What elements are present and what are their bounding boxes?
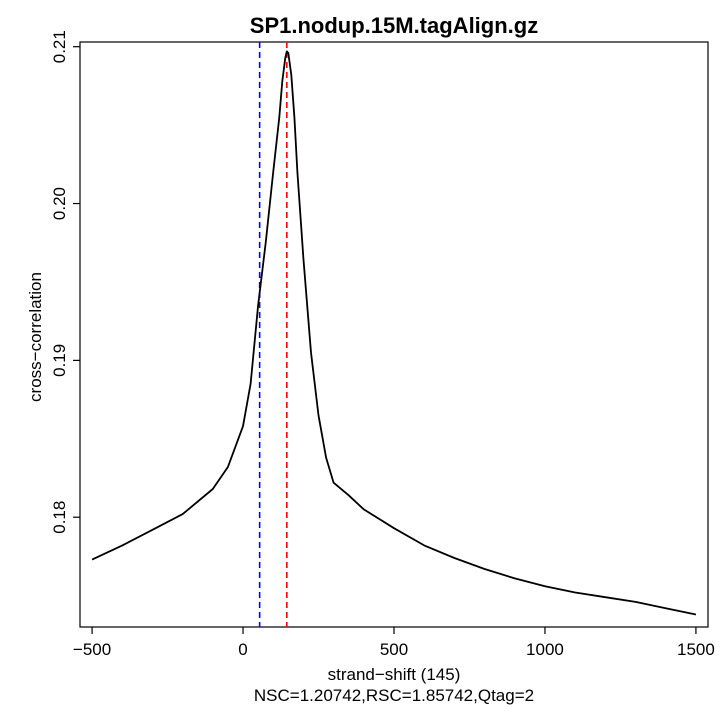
y-tick-label: 0.20 — [50, 187, 69, 220]
tick-layer: −500 0 500 1000 1500 0.18 0.19 0.20 0.21 — [50, 30, 715, 659]
x-tick-label: 0 — [238, 640, 247, 659]
x-tick-label: −500 — [73, 640, 111, 659]
chart-title: SP1.nodup.15M.tagAlign.gz — [250, 13, 538, 38]
y-tick-label: 0.21 — [50, 30, 69, 63]
cross-correlation-line — [91, 50, 697, 616]
x-axis-label: strand−shift (145) — [328, 665, 461, 684]
y-tick-label: 0.18 — [50, 501, 69, 534]
x-tick-label: 500 — [380, 640, 408, 659]
y-tick-label: 0.19 — [50, 344, 69, 377]
x-tick-label: 1500 — [677, 640, 715, 659]
x-tick-label: 1000 — [526, 640, 564, 659]
chart-subtitle: NSC=1.20742,RSC=1.85742,Qtag=2 — [254, 686, 534, 705]
reference-lines — [258, 42, 288, 627]
y-axis-label: cross−correlation — [26, 272, 45, 402]
series-layer — [91, 50, 697, 616]
